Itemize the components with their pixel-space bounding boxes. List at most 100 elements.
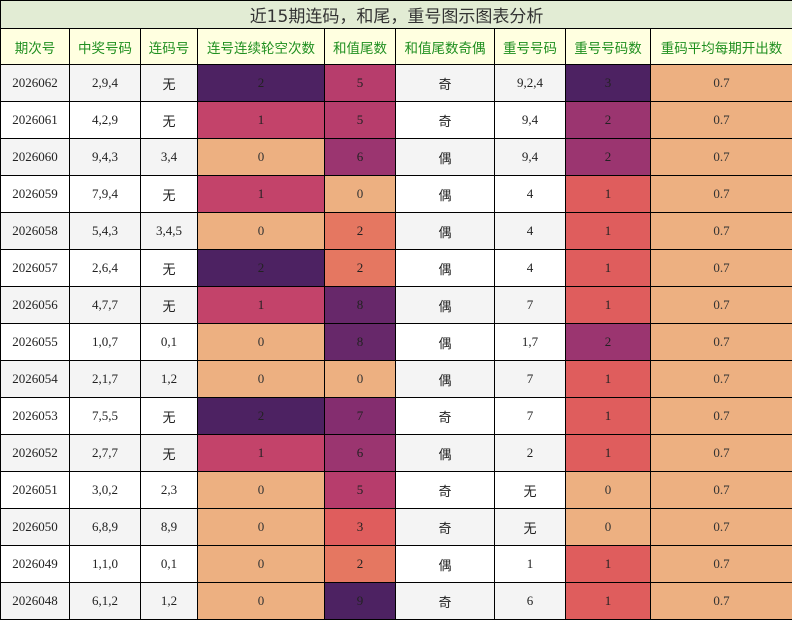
issue-cell: 2026052: [0, 434, 70, 472]
consecutive-cell: 3,4,5: [140, 212, 198, 250]
parity-cell: 奇: [395, 508, 495, 546]
sum-tail-cell: 0: [324, 175, 396, 213]
issue-cell: 2026060: [0, 138, 70, 176]
col-header-gap: 连号连续轮空次数: [197, 28, 325, 65]
repeat-nums-cell: 4: [494, 212, 566, 250]
avg-cell: 0.7: [649, 397, 792, 435]
repeat-count-cell: 1: [565, 434, 651, 472]
repeat-count-cell: 1: [565, 286, 651, 324]
repeat-count-cell: 1: [565, 175, 651, 213]
repeat-nums-cell: 1: [494, 545, 566, 583]
repeat-count-cell: 0: [565, 471, 651, 509]
col-header-consecutive: 连码号: [140, 28, 198, 65]
consecutive-cell: 无: [140, 64, 198, 102]
repeat-count-cell: 1: [565, 212, 651, 250]
avg-cell: 0.7: [649, 64, 792, 102]
avg-cell: 0.7: [649, 138, 792, 176]
repeat-nums-cell: 2: [494, 434, 566, 472]
gap-cell: 0: [197, 212, 325, 250]
repeat-nums-cell: 9,2,4: [494, 64, 566, 102]
table-row: 2026056 4,7,7 无 1 8 偶 7 1 0.7: [0, 286, 792, 324]
table-row: 2026052 2,7,7 无 1 6 偶 2 1 0.7: [0, 434, 792, 472]
gap-cell: 0: [197, 138, 325, 176]
numbers-cell: 2,7,7: [69, 434, 141, 472]
sum-tail-cell: 5: [324, 471, 396, 509]
sum-tail-cell: 5: [324, 64, 396, 102]
sum-tail-cell: 6: [324, 138, 396, 176]
sum-tail-cell: 7: [324, 397, 396, 435]
gap-cell: 2: [197, 64, 325, 102]
consecutive-cell: 无: [140, 434, 198, 472]
issue-cell: 2026062: [0, 64, 70, 102]
issue-cell: 2026054: [0, 360, 70, 398]
parity-cell: 偶: [395, 360, 495, 398]
parity-cell: 偶: [395, 212, 495, 250]
table-title: 近15期连码，和尾，重号图示图表分析: [0, 0, 792, 29]
repeat-nums-cell: 4: [494, 249, 566, 287]
sum-tail-cell: 2: [324, 249, 396, 287]
gap-cell: 1: [197, 101, 325, 139]
consecutive-cell: 无: [140, 249, 198, 287]
consecutive-cell: 2,3: [140, 471, 198, 509]
table-row: 2026057 2,6,4 无 2 2 偶 4 1 0.7: [0, 249, 792, 287]
numbers-cell: 1,0,7: [69, 323, 141, 361]
avg-cell: 0.7: [649, 323, 792, 361]
consecutive-cell: 无: [140, 286, 198, 324]
consecutive-cell: 8,9: [140, 508, 198, 546]
repeat-nums-cell: 4: [494, 175, 566, 213]
repeat-nums-cell: 9,4: [494, 101, 566, 139]
repeat-count-cell: 2: [565, 323, 651, 361]
avg-cell: 0.7: [649, 471, 792, 509]
table-row: 2026050 6,8,9 8,9 0 3 奇无 0 0.7: [0, 508, 792, 546]
numbers-cell: 2,1,7: [69, 360, 141, 398]
table-row: 2026048 6,1,2 1,2 0 9 奇 6 1 0.7: [0, 582, 792, 620]
gap-cell: 0: [197, 582, 325, 620]
table-row: 2026049 1,1,0 0,1 0 2 偶 1 1 0.7: [0, 545, 792, 583]
col-header-numbers: 中奖号码: [69, 28, 141, 65]
repeat-count-cell: 1: [565, 582, 651, 620]
col-header-repeat-count: 重号号码数: [565, 28, 651, 65]
avg-cell: 0.7: [649, 360, 792, 398]
issue-cell: 2026058: [0, 212, 70, 250]
consecutive-cell: 无: [140, 397, 198, 435]
repeat-nums-cell: 1,7: [494, 323, 566, 361]
sum-tail-cell: 0: [324, 360, 396, 398]
sum-tail-cell: 9: [324, 582, 396, 620]
gap-cell: 0: [197, 323, 325, 361]
avg-cell: 0.7: [649, 212, 792, 250]
issue-cell: 2026049: [0, 545, 70, 583]
issue-cell: 2026059: [0, 175, 70, 213]
parity-cell: 奇: [395, 582, 495, 620]
header-row: 期次号 中奖号码 连码号 连号连续轮空次数 和值尾数 和值尾数奇偶 重号号码 重…: [0, 28, 792, 65]
col-header-sum-tail: 和值尾数: [324, 28, 396, 65]
issue-cell: 2026056: [0, 286, 70, 324]
issue-cell: 2026055: [0, 323, 70, 361]
gap-cell: 0: [197, 360, 325, 398]
sum-tail-cell: 2: [324, 212, 396, 250]
gap-cell: 2: [197, 397, 325, 435]
col-header-avg: 重码平均每期开出数: [649, 28, 792, 65]
numbers-cell: 3,0,2: [69, 471, 141, 509]
numbers-cell: 4,7,7: [69, 286, 141, 324]
avg-cell: 0.7: [649, 286, 792, 324]
parity-cell: 偶: [395, 249, 495, 287]
table-row: 2026060 9,4,3 3,4 0 6 偶 9,4 2 0.7: [0, 138, 792, 176]
gap-cell: 1: [197, 286, 325, 324]
parity-cell: 偶: [395, 434, 495, 472]
issue-cell: 2026051: [0, 471, 70, 509]
sum-tail-cell: 2: [324, 545, 396, 583]
repeat-count-cell: 3: [565, 64, 651, 102]
numbers-cell: 6,8,9: [69, 508, 141, 546]
sum-tail-cell: 6: [324, 434, 396, 472]
sum-tail-cell: 8: [324, 286, 396, 324]
gap-cell: 2: [197, 249, 325, 287]
table-row: 2026055 1,0,7 0,1 0 8 偶 1,7 2 0.7: [0, 323, 792, 361]
table-row: 2026053 7,5,5 无 2 7 奇 7 1 0.7: [0, 397, 792, 435]
repeat-count-cell: 1: [565, 360, 651, 398]
table-body: 2026062 2,9,4 无 2 5 奇 9,2,4 3 0.7 2026061 4,2,9 无 1 5…: [0, 64, 792, 620]
avg-cell: 0.7: [649, 545, 792, 583]
consecutive-cell: 0,1: [140, 323, 198, 361]
table-row: 2026051 3,0,2 2,3 0 5 奇无 0 0.7: [0, 471, 792, 509]
table-row: 2026059 7,9,4 无 1 0 偶 4 1 0.7: [0, 175, 792, 213]
